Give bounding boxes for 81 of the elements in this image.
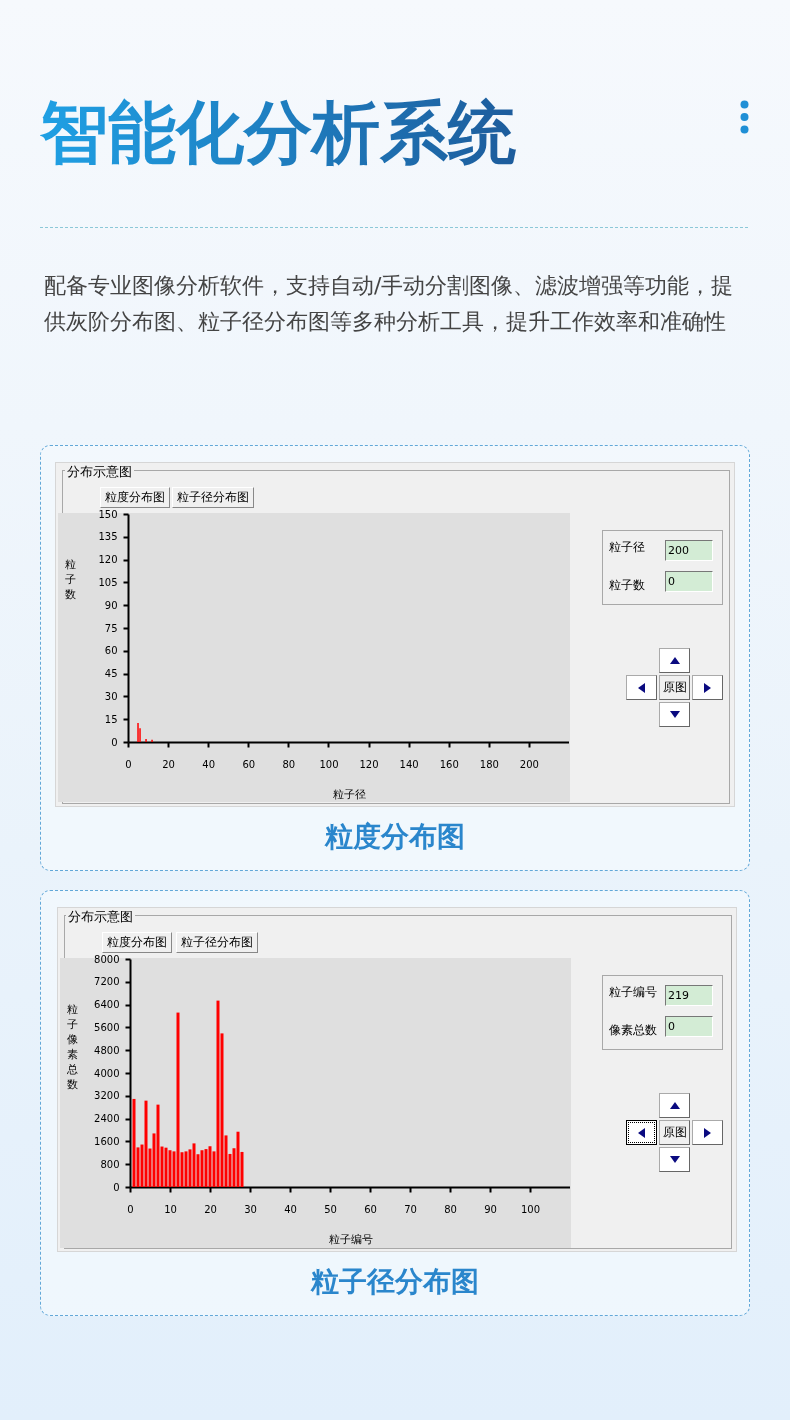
x-tick-label: 80 bbox=[444, 1203, 457, 1215]
y-tick-label: 135 bbox=[98, 531, 118, 543]
y-axis-title: 粒子数 bbox=[609, 577, 645, 594]
y-tick-label: 3200 bbox=[94, 1090, 120, 1102]
x-tick-label: 120 bbox=[359, 758, 379, 770]
x-tick-label: 100 bbox=[319, 758, 339, 770]
x-tick-label: 100 bbox=[520, 1203, 541, 1215]
x-tick-label: 0 bbox=[125, 758, 132, 770]
text-field: 0 bbox=[665, 1016, 713, 1037]
y-tick-label: 105 bbox=[98, 576, 118, 588]
y-tick-label: 6400 bbox=[94, 999, 120, 1011]
x-tick-label: 70 bbox=[404, 1203, 417, 1215]
x-tick-label: 30 bbox=[244, 1203, 257, 1215]
x-tick-label: 200 bbox=[519, 758, 539, 770]
x-axis-title: 粒子编号 bbox=[328, 1232, 373, 1246]
y-tick-label: 30 bbox=[104, 690, 118, 702]
bar bbox=[200, 1150, 204, 1187]
y-tick-label: 0 bbox=[111, 736, 118, 748]
text: 粒度分布图 bbox=[323, 819, 466, 855]
x-tick-label: 20 bbox=[162, 758, 175, 770]
y-tick-label: 5600 bbox=[94, 1021, 120, 1033]
text: 配备专业图像分析软件，支持自动/手动分割图像、滤波增强等功能，提供灰阶分布图、粒子径分布图等多种分析工具，提升工作效率和准确性 bbox=[44, 272, 734, 336]
x-tick-label: 0 bbox=[127, 1203, 134, 1215]
y-tick-label: 15 bbox=[104, 713, 118, 725]
x-tick-label: 10 bbox=[164, 1203, 177, 1215]
bar bbox=[156, 1104, 160, 1187]
bar bbox=[216, 1000, 220, 1187]
text: 粒子编号 bbox=[609, 984, 657, 1001]
bar bbox=[176, 1012, 180, 1187]
y-tick-label: 0 bbox=[113, 1181, 120, 1193]
text-field: 200 bbox=[665, 540, 713, 561]
x-tick-label: 50 bbox=[324, 1203, 337, 1215]
text: 分布示意图 bbox=[65, 463, 134, 481]
x-tick-label: 20 bbox=[204, 1203, 217, 1215]
x-tick-label: 60 bbox=[242, 758, 256, 770]
y-tick-label: 120 bbox=[98, 554, 118, 566]
button: 原图 bbox=[659, 675, 690, 700]
text: 粒子径分布图 bbox=[309, 1264, 480, 1300]
y-tick-label: 7200 bbox=[94, 976, 120, 988]
tab: 粒子径分布图 bbox=[176, 932, 258, 953]
x-tick-label: 180 bbox=[479, 758, 499, 770]
x-tick-label: 80 bbox=[282, 758, 296, 770]
tab: 粒度分布图 bbox=[100, 487, 170, 508]
bar bbox=[168, 1150, 172, 1187]
bar bbox=[192, 1143, 196, 1187]
y-tick-label: 4000 bbox=[94, 1067, 120, 1079]
tab: 粒度分布图 bbox=[102, 932, 172, 953]
y-tick-label: 800 bbox=[100, 1158, 120, 1170]
text: 分布示意图 bbox=[66, 908, 135, 926]
x-tick-label: 60 bbox=[364, 1203, 377, 1215]
text: 智能化分析系统 bbox=[40, 88, 516, 178]
y-tick-label: 60 bbox=[104, 645, 118, 657]
x-tick-label: 40 bbox=[202, 758, 216, 770]
bar bbox=[204, 1149, 208, 1187]
text: 像素总数 bbox=[609, 1022, 657, 1039]
bar bbox=[132, 1098, 136, 1187]
text-field: 219 bbox=[665, 985, 713, 1006]
text-field: 0 bbox=[665, 571, 713, 592]
y-tick-label: 45 bbox=[104, 668, 118, 680]
y-axis-title: 粒子像素总数 bbox=[66, 1002, 78, 1091]
x-tick-label: 90 bbox=[484, 1203, 497, 1215]
text: 粒子数 bbox=[65, 557, 76, 601]
y-tick-label: 75 bbox=[104, 622, 118, 634]
x-tick-label: 160 bbox=[439, 758, 459, 770]
bar bbox=[236, 1131, 240, 1187]
bar bbox=[144, 1100, 148, 1187]
button: 原图 bbox=[659, 1120, 690, 1145]
y-tick-label: 90 bbox=[104, 599, 118, 611]
text: 粒子径 bbox=[609, 539, 645, 556]
bar bbox=[184, 1151, 188, 1187]
bar bbox=[208, 1146, 212, 1187]
y-tick-label: 150 bbox=[98, 508, 118, 520]
bar bbox=[164, 1147, 168, 1187]
y-tick-label: 4800 bbox=[94, 1044, 120, 1056]
y-tick-label: 2400 bbox=[94, 1113, 120, 1125]
x-tick-label: 140 bbox=[399, 758, 419, 770]
x-axis-title: 粒子径 bbox=[332, 787, 366, 801]
x-tick-label: 40 bbox=[284, 1203, 297, 1215]
tab: 粒子径分布图 bbox=[172, 487, 254, 508]
y-tick-label: 1600 bbox=[94, 1135, 120, 1147]
y-tick-label: 8000 bbox=[94, 953, 120, 965]
